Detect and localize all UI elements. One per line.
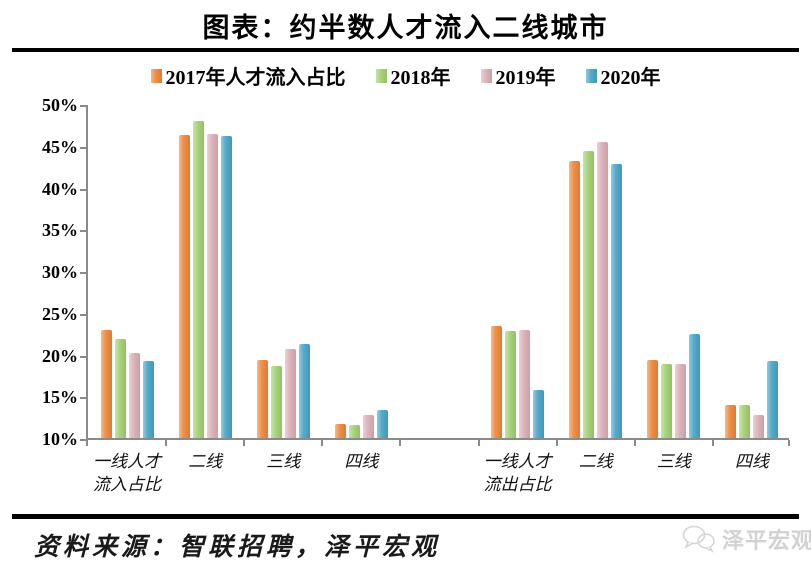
y-axis-tick-label: 25% [42,303,78,324]
bar [505,331,517,438]
legend-item-2018: 2018年 [375,61,451,90]
y-axis-tick-mark [80,272,88,274]
legend-item-2019: 2019年 [480,61,556,90]
legend-swatch-2019 [480,68,492,83]
x-axis-tick-mark [788,440,790,446]
bar [611,164,623,438]
bar [284,348,296,438]
bar-chart-plot-area: 50% 45% 40% 35% 30% 25% 20% 15% 10% 一线人才 流入占比 二线 三线… [42,95,790,494]
bar [725,404,737,438]
bar [334,423,346,438]
bar [491,326,503,438]
bar [533,390,545,438]
bar [597,142,609,438]
chart-title: 图表：约半数人才流入二线城市 [202,13,609,43]
bar [647,359,659,438]
bar [362,415,374,438]
bottom-divider-line [12,514,799,519]
legend-label-2020: 2020年 [600,67,661,89]
bar [348,424,360,438]
x-axis-tick-mark [165,440,168,446]
y-axis-tick-label: 50% [42,95,78,115]
chat-bubbles-icon [682,525,715,553]
bar [206,134,218,438]
top-divider-line [12,48,799,52]
legend-label-2019: 2019年 [495,67,556,89]
bar [569,160,581,438]
y-axis-tick-label: 40% [42,178,78,199]
x-axis-category-label: 三线 [266,452,301,471]
y-axis-tick-mark [80,230,88,233]
y-axis-tick-label: 15% [42,387,78,408]
y-axis-tick-label: 10% [42,429,78,449]
y-axis-tick-mark [80,146,88,149]
source-note: 资料来源：智联招聘，泽平宏观 [34,534,441,561]
x-axis-category-label: 四线 [344,452,379,471]
x-axis-tick-mark [477,440,480,446]
x-axis-category-label: 四线 [734,452,769,471]
bar [519,330,531,438]
x-axis-tick-mark [243,440,246,446]
x-axis-category-label: 二线 [578,452,613,471]
legend-swatch-2017 [150,68,162,83]
y-axis-tick-mark [80,439,88,441]
y-axis-tick-label: 30% [42,262,78,282]
chart-legend: 2017年人才流入占比 2018年 2019年 2020年 [0,61,811,90]
bar [192,120,204,438]
bar [583,150,595,438]
bar [178,134,190,438]
x-axis-tick-mark [555,440,558,446]
bar [753,414,765,438]
y-axis-tick-label: 45% [42,136,78,157]
x-axis-tick-mark [711,440,714,446]
bar [376,409,388,438]
bar [675,363,687,438]
legend-label-2018: 2018年 [390,67,451,89]
x-axis-category-label: 一线人才 流出占比 [483,452,552,494]
y-axis-tick-label: 35% [42,220,78,241]
y-axis-tick-mark [80,313,88,316]
bar [767,361,779,438]
y-axis-tick-mark [80,188,88,191]
x-axis-tick-mark [399,440,402,446]
bar [298,343,310,438]
bar [256,360,268,438]
bar [142,361,154,438]
legend-item-2017: 2017年人才流入占比 [150,61,346,90]
x-axis-tick-mark [86,440,88,446]
x-axis-category-label: 二线 [188,452,223,471]
bar [689,334,701,438]
bar [739,405,751,438]
x-axis-category-label: 三线 [656,452,691,471]
bar [114,339,126,438]
brand-watermark: 泽平宏观 [682,523,811,555]
y-axis-tick-mark [80,105,88,107]
bar [100,330,112,438]
watermark-text: 泽平宏观 [722,528,811,553]
y-axis-tick-label: 20% [42,345,78,366]
x-axis-tick-mark [321,440,324,446]
y-axis-tick-mark [80,355,88,358]
legend-label-2017: 2017年人才流入占比 [165,67,346,89]
legend-item-2020: 2020年 [585,61,661,90]
y-axis-tick-mark [80,397,88,400]
bar [661,363,673,438]
x-axis-tick-mark [633,440,636,446]
legend-swatch-2020 [585,68,597,83]
bar [128,352,140,438]
x-axis-category-label: 一线人才 流入占比 [93,452,162,494]
bar [220,135,232,438]
legend-swatch-2018 [375,68,387,83]
bar [270,366,282,438]
